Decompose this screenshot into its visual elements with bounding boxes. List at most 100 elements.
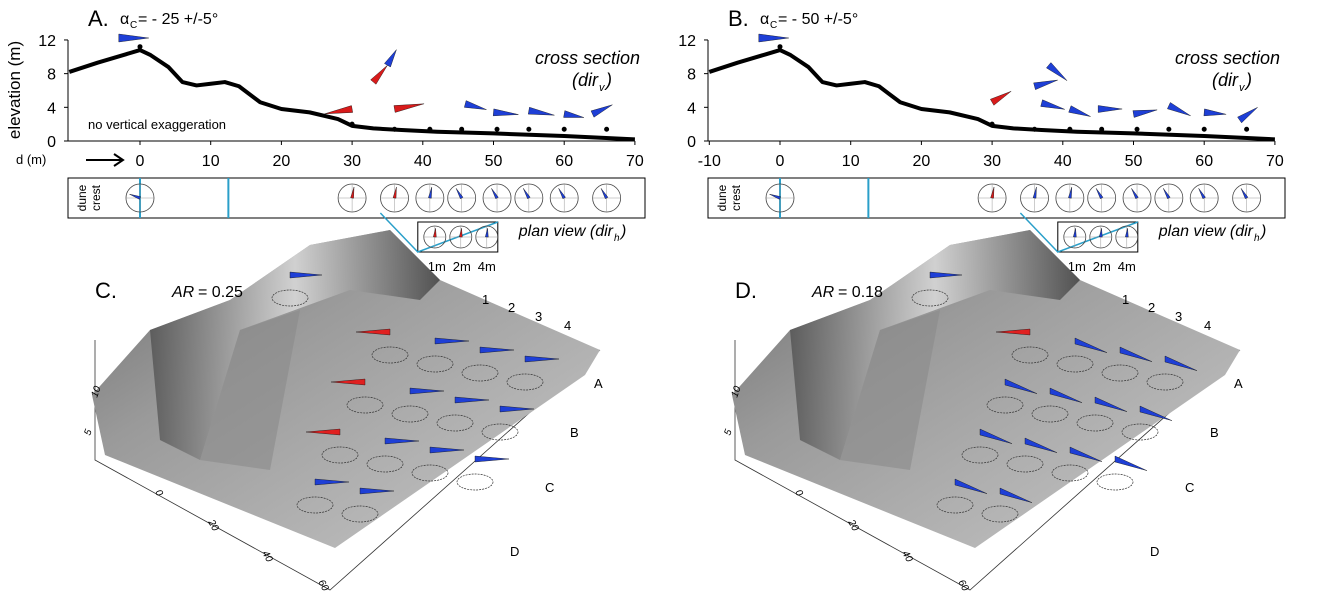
rose-arrow	[499, 405, 535, 413]
x-tick-label: 60	[555, 153, 573, 170]
station-marker	[1099, 126, 1105, 132]
rose-arrow	[454, 396, 490, 404]
plan-arrow	[523, 188, 531, 200]
section-title: cross section	[535, 48, 640, 68]
inset-scale: 1m	[1068, 259, 1086, 274]
station-marker	[561, 126, 567, 132]
x-tick-label: 50	[485, 153, 503, 170]
ar-value: = 0.25	[198, 284, 243, 301]
station-marker	[494, 126, 500, 132]
station-marker	[1201, 126, 1207, 132]
rose	[481, 423, 519, 441]
column-label: 1	[1122, 292, 1129, 307]
flow-arrow	[1203, 108, 1227, 117]
rose	[506, 373, 544, 391]
plan-arrow	[459, 228, 463, 238]
elevation-profile	[68, 48, 635, 142]
rose	[321, 446, 359, 464]
rose	[1121, 423, 1159, 441]
rose-arrow	[355, 328, 391, 336]
station-marker	[349, 121, 355, 127]
flow-arrow	[492, 108, 519, 117]
rose	[1076, 414, 1114, 432]
column-label: 4	[1204, 318, 1211, 333]
plan-arrow	[1032, 186, 1037, 199]
x-tick-label: 60	[315, 578, 330, 593]
crest-label: crest	[729, 184, 743, 211]
row-label: B	[1210, 425, 1219, 440]
rose-arrow	[954, 478, 988, 494]
column-label: 2	[508, 300, 515, 315]
x-tick-label: 70	[626, 153, 644, 170]
section-close: )	[1244, 70, 1252, 90]
y-tick-label: 12	[678, 33, 696, 50]
station-marker	[1067, 126, 1073, 132]
plan-arrow	[1095, 188, 1104, 200]
plan-arrow	[485, 228, 489, 238]
row-label: D	[510, 544, 519, 559]
row-label: C	[1185, 480, 1194, 495]
plan-arrow	[428, 186, 433, 199]
rose	[1056, 355, 1094, 373]
x-tick-label: 0	[136, 153, 145, 170]
rose-arrow	[1024, 437, 1058, 453]
crest-label: dune	[715, 184, 729, 211]
rose-arrow	[1164, 355, 1198, 371]
ar-label: AR	[171, 284, 195, 301]
station-marker	[427, 126, 433, 132]
x-tick-label: 10	[842, 153, 860, 170]
x-tick-label: 50	[1125, 153, 1143, 170]
rose-arrow	[1094, 396, 1128, 412]
rose	[1101, 364, 1139, 382]
ridge	[150, 230, 440, 460]
flow-arrow	[758, 33, 789, 43]
rose-arrow	[384, 437, 420, 445]
flow-arrow	[590, 104, 613, 118]
plan-arrow	[1131, 188, 1139, 200]
x-tick-label: 30	[343, 153, 361, 170]
rose-arrow	[1114, 455, 1148, 471]
rose-arrow	[479, 346, 515, 354]
alpha-text: = - 25 +/-5°	[138, 11, 218, 28]
rose-arrow	[1119, 346, 1153, 362]
rose	[1011, 346, 1049, 364]
station-marker	[1032, 126, 1038, 132]
station-marker	[392, 126, 398, 132]
plan-arrow	[1125, 228, 1129, 238]
crest-marker	[137, 44, 143, 50]
plan-sub: h	[614, 233, 620, 244]
station-marker	[1134, 126, 1140, 132]
panel-label: A.	[88, 6, 109, 31]
inset-scale: 2m	[1093, 259, 1111, 274]
crest-marker	[777, 44, 783, 50]
rose	[1006, 455, 1044, 473]
y-tick-label: 4	[687, 100, 696, 117]
plan-box	[707, 177, 1286, 219]
x-tick-label: 60	[955, 578, 970, 593]
surface-view: C. AR = 0.25 1 2 3 4 A B C D 10 5 0 20 40 60	[82, 230, 603, 594]
rose	[1031, 405, 1069, 423]
rose-arrow	[524, 355, 560, 363]
ridge	[790, 230, 1080, 460]
station-marker	[526, 126, 532, 132]
rose	[391, 405, 429, 423]
column-label: 1	[482, 292, 489, 307]
plan-arrow	[558, 188, 566, 200]
surface-view: D. AR = 0.18 1 2 3 4 A B C D 10 5 0 20 40 60	[722, 230, 1243, 594]
rose-arrow	[359, 487, 395, 495]
station-marker	[459, 126, 465, 132]
x-tick-label: 20	[913, 153, 931, 170]
rose	[346, 396, 384, 414]
plan-arrow	[1068, 186, 1073, 199]
flow-arrow	[324, 105, 353, 115]
column-label: 3	[1175, 309, 1182, 324]
plan-arrow	[990, 186, 995, 199]
flow-arrow	[370, 65, 388, 85]
z-tick-label: 5	[82, 428, 94, 437]
rose-arrow	[1069, 446, 1103, 462]
station-marker	[604, 126, 610, 132]
alpha-sub: C	[770, 20, 777, 31]
flow-arrow	[1033, 79, 1058, 90]
alpha-symbol: α	[120, 11, 129, 28]
rose	[1051, 464, 1089, 482]
